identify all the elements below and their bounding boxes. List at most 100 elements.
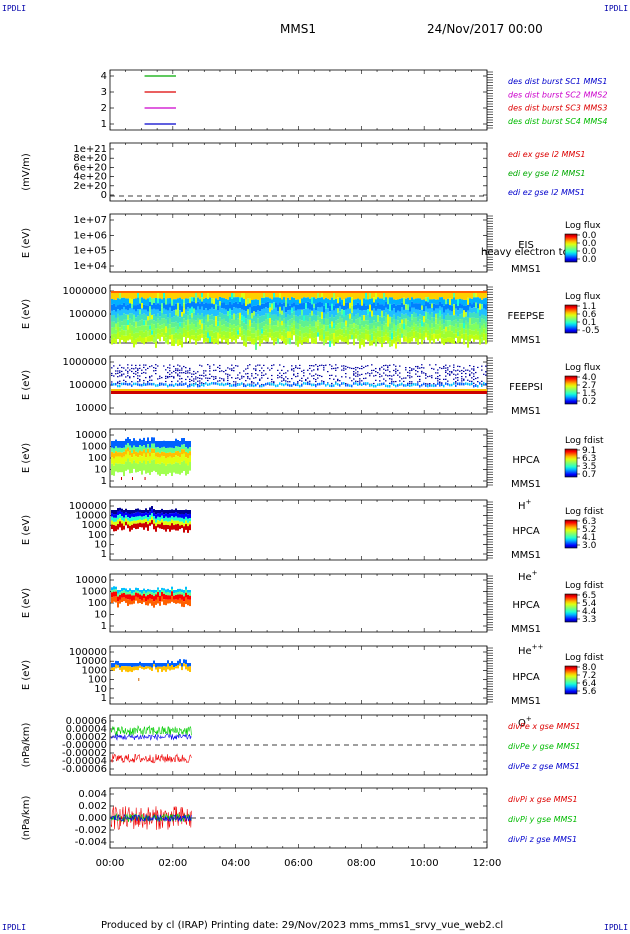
heatmap-cell — [163, 318, 165, 324]
heatmap-cell — [125, 319, 127, 326]
heatmap-cell — [175, 326, 177, 333]
heatmap-cell — [153, 443, 155, 449]
heatmap-cell — [151, 594, 153, 600]
heatmap-cell — [115, 373, 117, 375]
heatmap-cell — [195, 332, 197, 339]
heatmap-cell — [119, 599, 121, 604]
heatmap-cell — [289, 325, 291, 332]
heatmap-cell — [189, 324, 191, 331]
heatmap-cell — [353, 316, 355, 323]
heatmap-cell — [423, 311, 425, 316]
heatmap-cell — [183, 460, 185, 471]
heatmap-cell — [125, 515, 127, 519]
heatmap-cell — [377, 383, 379, 386]
heatmap-cell — [209, 330, 211, 337]
heatmap-cell — [255, 377, 257, 379]
heatmap-cell — [473, 335, 475, 342]
heatmap-cell — [217, 310, 219, 316]
heatmap-cell — [343, 369, 345, 371]
heatmap-cell — [189, 455, 191, 462]
heatmap-cell — [255, 299, 257, 306]
heatmap-cell — [401, 298, 403, 303]
species-label: He+ — [518, 569, 538, 583]
heatmap-cell — [115, 591, 117, 597]
heatmap-cell — [121, 597, 123, 603]
heatmap-cell — [165, 375, 167, 377]
heatmap-cell — [143, 510, 145, 514]
heatmap-cell — [155, 592, 157, 595]
heatmap-cell — [379, 369, 381, 371]
heatmap-cell — [179, 383, 181, 386]
heatmap-cell — [183, 372, 185, 374]
heatmap-cell — [451, 325, 453, 332]
heatmap-cell — [345, 372, 347, 375]
heatmap-cell — [199, 293, 201, 300]
heatmap-cell — [453, 339, 455, 344]
y-tick-label: -0.00006 — [62, 764, 107, 775]
heatmap-cell — [167, 591, 169, 596]
heatmap-cell — [307, 381, 309, 383]
heatmap-cell — [381, 298, 383, 305]
heatmap-cell — [273, 325, 275, 333]
heatmap-cell — [471, 380, 473, 383]
heatmap-cell — [427, 312, 429, 320]
heatmap-cell — [415, 365, 417, 368]
heatmap-cell — [189, 384, 191, 388]
heatmap-cell — [263, 315, 265, 322]
heatmap-cell — [477, 297, 479, 304]
heatmap-cell — [459, 323, 461, 331]
heatmap-cell — [371, 298, 373, 304]
heatmap-cell — [441, 382, 443, 384]
heatmap-cell — [121, 304, 123, 310]
heatmap-cell — [429, 320, 431, 328]
heatmap-cell — [347, 366, 349, 368]
heatmap-cell — [293, 370, 295, 372]
heatmap-cell — [173, 517, 175, 521]
heatmap-cell — [469, 374, 471, 377]
heatmap-cell — [219, 312, 221, 318]
heatmap-cell — [193, 312, 195, 320]
heatmap-cell — [443, 365, 445, 368]
heatmap-cell — [253, 377, 255, 379]
heatmap-cell — [119, 447, 121, 453]
heatmap-cell — [115, 382, 117, 386]
heatmap-cell — [177, 664, 179, 669]
heatmap-cell — [263, 370, 265, 372]
heatmap-cell — [439, 367, 441, 369]
heatmap-cell — [467, 382, 469, 386]
heatmap-cell — [345, 376, 347, 378]
heatmap-cell — [255, 368, 257, 370]
heatmap-cell — [267, 382, 269, 385]
heatmap-cell — [281, 377, 283, 379]
heatmap-cell — [283, 318, 285, 324]
heatmap-cell — [395, 325, 397, 332]
heatmap-cell — [159, 298, 161, 305]
heatmap-cell — [151, 365, 153, 367]
heatmap-cell — [131, 384, 133, 387]
heatmap-cell — [119, 667, 121, 670]
heatmap-cell — [113, 326, 115, 334]
heatmap-cell — [337, 312, 339, 320]
heatmap-cell — [115, 589, 117, 592]
heatmap-cell — [485, 333, 487, 340]
heatmap-cell — [383, 310, 385, 317]
heatmap-cell — [185, 372, 187, 374]
heatmap-cell — [147, 524, 149, 531]
heatmap-cell — [215, 369, 217, 371]
heatmap-cell — [473, 293, 475, 298]
heatmap-cell — [181, 461, 183, 473]
heatmap-cell — [347, 327, 349, 335]
heatmap-cell — [165, 589, 167, 593]
heatmap-cell — [119, 337, 121, 344]
heatmap-cell — [179, 303, 181, 311]
heatmap-cell — [113, 591, 115, 597]
heatmap-cell — [269, 307, 271, 312]
heatmap-cell — [403, 309, 405, 315]
heatmap-cell — [135, 447, 137, 452]
heatmap-cell — [195, 315, 197, 321]
heatmap-cell — [397, 374, 399, 376]
heatmap-cell — [219, 305, 221, 313]
heatmap-cell — [331, 326, 333, 334]
heatmap-cell — [329, 377, 331, 380]
heatmap-cell — [273, 383, 275, 386]
